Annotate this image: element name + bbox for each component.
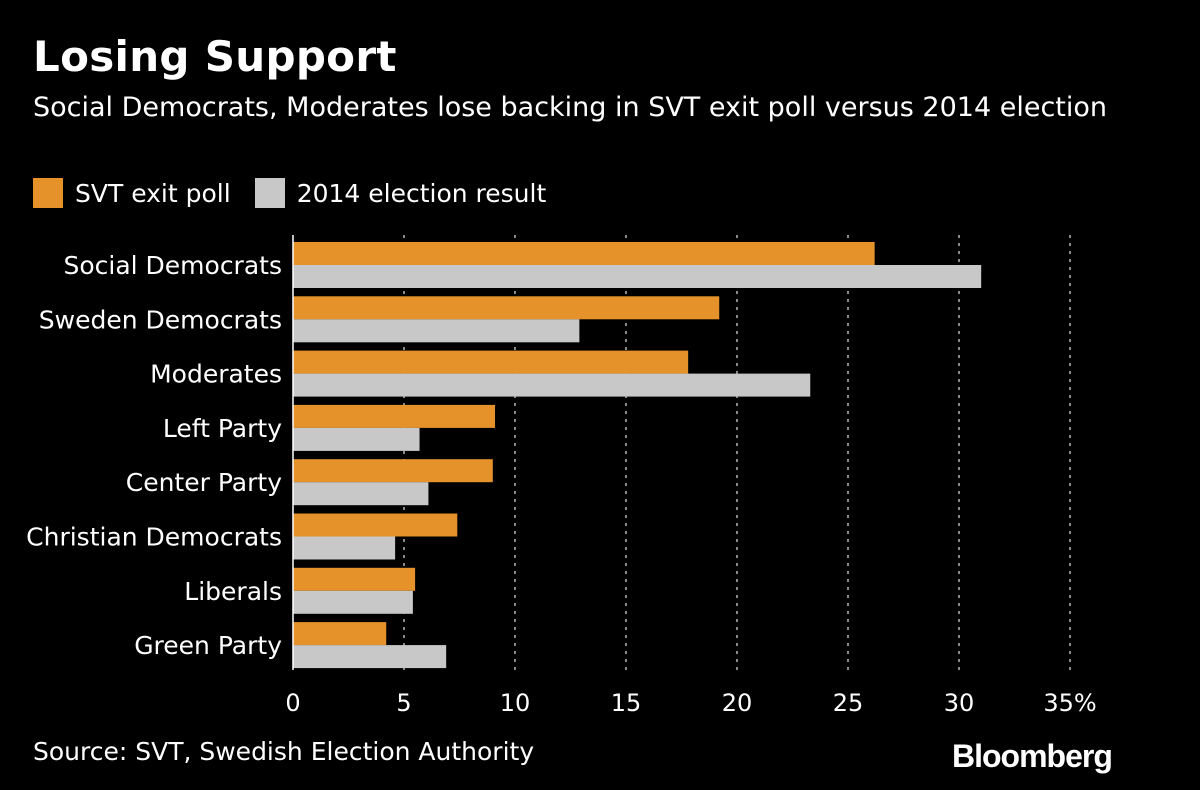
bar-2014 — [293, 645, 447, 669]
source-note: Source: SVT, Swedish Election Authority — [33, 737, 535, 766]
bar-exit-poll — [293, 622, 387, 646]
category-label: Center Party — [126, 468, 282, 497]
bar-2014 — [293, 373, 811, 397]
category-label: Moderates — [150, 360, 282, 389]
category-label: Social Democrats — [63, 251, 282, 280]
chart-subtitle: Social Democrats, Moderates lose backing… — [33, 92, 1108, 123]
legend-swatch-2014 — [254, 178, 285, 208]
bar-exit-poll — [293, 404, 496, 428]
chart-title: Losing Support — [33, 32, 397, 81]
bar-2014 — [293, 536, 396, 560]
bar-2014 — [293, 427, 420, 451]
legend-swatch-exit-poll — [33, 178, 63, 208]
bar-exit-poll — [293, 242, 875, 265]
x-tick-label: 0 — [285, 689, 300, 717]
bar-exit-poll — [293, 350, 689, 374]
x-tick-label: 15 — [611, 689, 642, 717]
legend-item-2014: 2014 election result — [254, 178, 547, 208]
x-tick-label: 20 — [722, 689, 753, 717]
bar-2014 — [293, 265, 982, 288]
legend-item-exit-poll: SVT exit poll — [33, 178, 231, 208]
bar-exit-poll — [293, 567, 416, 591]
legend-label-exit-poll: SVT exit poll — [75, 178, 231, 208]
category-label: Sweden Democrats — [39, 305, 282, 334]
category-label: Green Party — [134, 631, 282, 660]
bar-2014 — [293, 319, 580, 343]
x-tick-label: 10 — [500, 689, 531, 717]
legend: SVT exit poll 2014 election result — [33, 178, 570, 208]
category-label: Christian Democrats — [26, 523, 282, 552]
bar-exit-poll — [293, 296, 720, 320]
bar-exit-poll — [293, 459, 493, 483]
x-tick-label: 35% — [1043, 689, 1096, 717]
category-label: Left Party — [163, 414, 282, 443]
bloomberg-logo: Bloomberg — [952, 738, 1113, 774]
x-tick-label: 25 — [833, 689, 864, 717]
x-tick-label: 5 — [396, 689, 411, 717]
bar-2014 — [293, 590, 413, 614]
bar-exit-poll — [293, 513, 458, 537]
legend-label-2014: 2014 election result — [296, 178, 547, 208]
x-tick-label: 30 — [944, 689, 975, 717]
category-label: Liberals — [184, 577, 282, 606]
bar-2014 — [293, 482, 429, 506]
